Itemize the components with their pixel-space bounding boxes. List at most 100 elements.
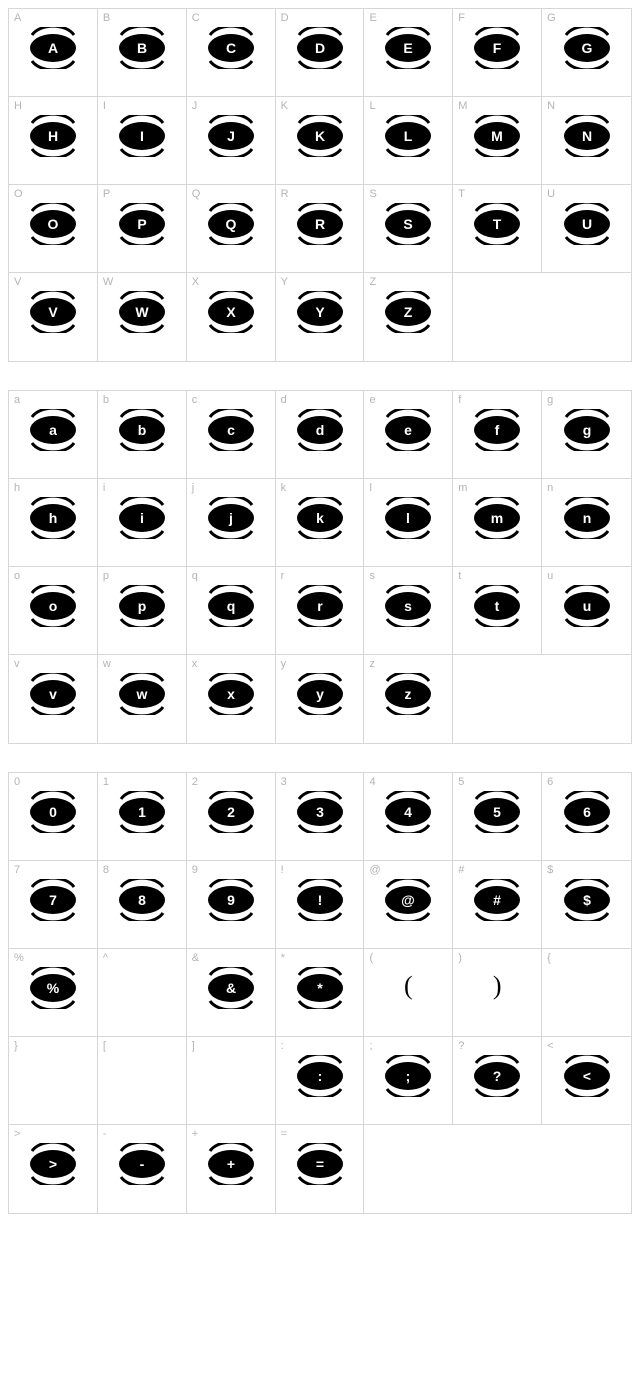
glyph-button-icon: A xyxy=(25,27,81,69)
charmap-cell-empty xyxy=(542,1125,631,1213)
cell-label: J xyxy=(192,100,198,112)
glyph-wrap: J xyxy=(187,115,275,157)
cell-label: % xyxy=(14,952,24,964)
charmap-cell: ? ? xyxy=(453,1037,542,1125)
svg-text:a: a xyxy=(49,422,57,438)
glyph-wrap: x xyxy=(187,673,275,715)
charmap-cell: m m xyxy=(453,479,542,567)
charmap-cell: k k xyxy=(276,479,365,567)
glyph-wrap: D xyxy=(276,27,364,69)
charmap-cell: 1 1 xyxy=(98,773,187,861)
svg-text:R: R xyxy=(314,216,324,232)
cell-label: n xyxy=(547,482,553,494)
cell-label: G xyxy=(547,12,556,24)
glyph-button-icon: g xyxy=(559,409,615,451)
glyph-button-icon: 7 xyxy=(25,879,81,921)
charmap-cell: g g xyxy=(542,391,631,479)
svg-text:?: ? xyxy=(493,1068,502,1084)
svg-text:1: 1 xyxy=(138,804,146,820)
glyph-button-icon: w xyxy=(114,673,170,715)
glyph-button-icon: L xyxy=(380,115,436,157)
svg-text:@: @ xyxy=(402,892,416,908)
charmap-row: > > - - + + = = xyxy=(9,1125,631,1213)
charmap-cell: = = xyxy=(276,1125,365,1213)
charmap-cell: x x xyxy=(187,655,276,743)
charmap-cell: 4 4 xyxy=(364,773,453,861)
glyph-button-icon: 1 xyxy=(114,791,170,833)
glyph-wrap: I xyxy=(98,115,186,157)
glyph-wrap: 5 xyxy=(453,791,541,833)
glyph-wrap: P xyxy=(98,203,186,245)
cell-label: c xyxy=(192,394,198,406)
cell-label: s xyxy=(369,570,375,582)
svg-text:W: W xyxy=(135,304,149,320)
glyph-wrap: T xyxy=(453,203,541,245)
charmap-cell: @ @ xyxy=(364,861,453,949)
charmap-cell: - - xyxy=(98,1125,187,1213)
charmap-cell-empty xyxy=(453,1125,542,1213)
cell-label: Y xyxy=(281,276,288,288)
charmap-cell: e e xyxy=(364,391,453,479)
cell-label: ] xyxy=(192,1040,195,1052)
cell-label: e xyxy=(369,394,375,406)
glyph-wrap: 8 xyxy=(98,879,186,921)
charmap-cell: b b xyxy=(98,391,187,479)
character-map: A A B B C C D D E E F F G G H H xyxy=(0,8,640,1214)
charmap-cell: P P xyxy=(98,185,187,273)
charmap-cell: 9 9 xyxy=(187,861,276,949)
glyph-wrap: c xyxy=(187,409,275,451)
svg-text:A: A xyxy=(48,40,58,56)
cell-label: E xyxy=(369,12,376,24)
charmap-row: % % ^& & * * (()){ xyxy=(9,949,631,1037)
cell-label: : xyxy=(281,1040,284,1052)
glyph-button-icon: = xyxy=(292,1143,348,1185)
charmap-cell: E E xyxy=(364,9,453,97)
svg-text:;: ; xyxy=(406,1068,411,1084)
cell-label: r xyxy=(281,570,285,582)
charmap-cell: C C xyxy=(187,9,276,97)
glyph-button-icon: Y xyxy=(292,291,348,333)
charmap-cell: d d xyxy=(276,391,365,479)
svg-text:%: % xyxy=(47,980,60,996)
glyph-wrap: E xyxy=(364,27,452,69)
glyph-wrap: h xyxy=(9,497,97,539)
svg-text:j: j xyxy=(228,510,233,526)
charmap-row: 0 0 1 1 2 2 3 3 4 4 5 5 6 6 xyxy=(9,773,631,861)
charmap-cell: M M xyxy=(453,97,542,185)
glyph-button-icon: 2 xyxy=(203,791,259,833)
charmap-cell: t t xyxy=(453,567,542,655)
charmap-cell: D D xyxy=(276,9,365,97)
charmap-cell: u u xyxy=(542,567,631,655)
charmap-cell: 0 0 xyxy=(9,773,98,861)
cell-label: - xyxy=(103,1128,107,1140)
svg-text:c: c xyxy=(227,422,235,438)
cell-label: 9 xyxy=(192,864,198,876)
cell-label: L xyxy=(369,100,375,112)
glyph-wrap: l xyxy=(364,497,452,539)
svg-text:Y: Y xyxy=(315,304,325,320)
svg-text:K: K xyxy=(314,128,324,144)
charmap-cell: U U xyxy=(542,185,631,273)
glyph-wrap: z xyxy=(364,673,452,715)
cell-label: f xyxy=(458,394,461,406)
glyph-wrap: g xyxy=(542,409,631,451)
glyph-wrap: ) xyxy=(453,967,541,1001)
glyph-button-icon: n xyxy=(559,497,615,539)
svg-text:I: I xyxy=(140,128,144,144)
glyph-button-icon: h xyxy=(25,497,81,539)
glyph-wrap: ? xyxy=(453,1055,541,1097)
charmap-cell: % % xyxy=(9,949,98,1037)
cell-label: a xyxy=(14,394,20,406)
glyph-button-icon: j xyxy=(203,497,259,539)
svg-text:B: B xyxy=(137,40,147,56)
cell-label: p xyxy=(103,570,109,582)
glyph-button-icon: q xyxy=(203,585,259,627)
svg-text:#: # xyxy=(493,892,501,908)
glyph-wrap: m xyxy=(453,497,541,539)
glyph-button-icon: x xyxy=(203,673,259,715)
glyph-button-icon: ! xyxy=(292,879,348,921)
glyph-wrap: M xyxy=(453,115,541,157)
charmap-cell: z z xyxy=(364,655,453,743)
glyph-button-icon: C xyxy=(203,27,259,69)
charmap-section: a a b b c c d d e e f f g g h h xyxy=(8,390,632,744)
